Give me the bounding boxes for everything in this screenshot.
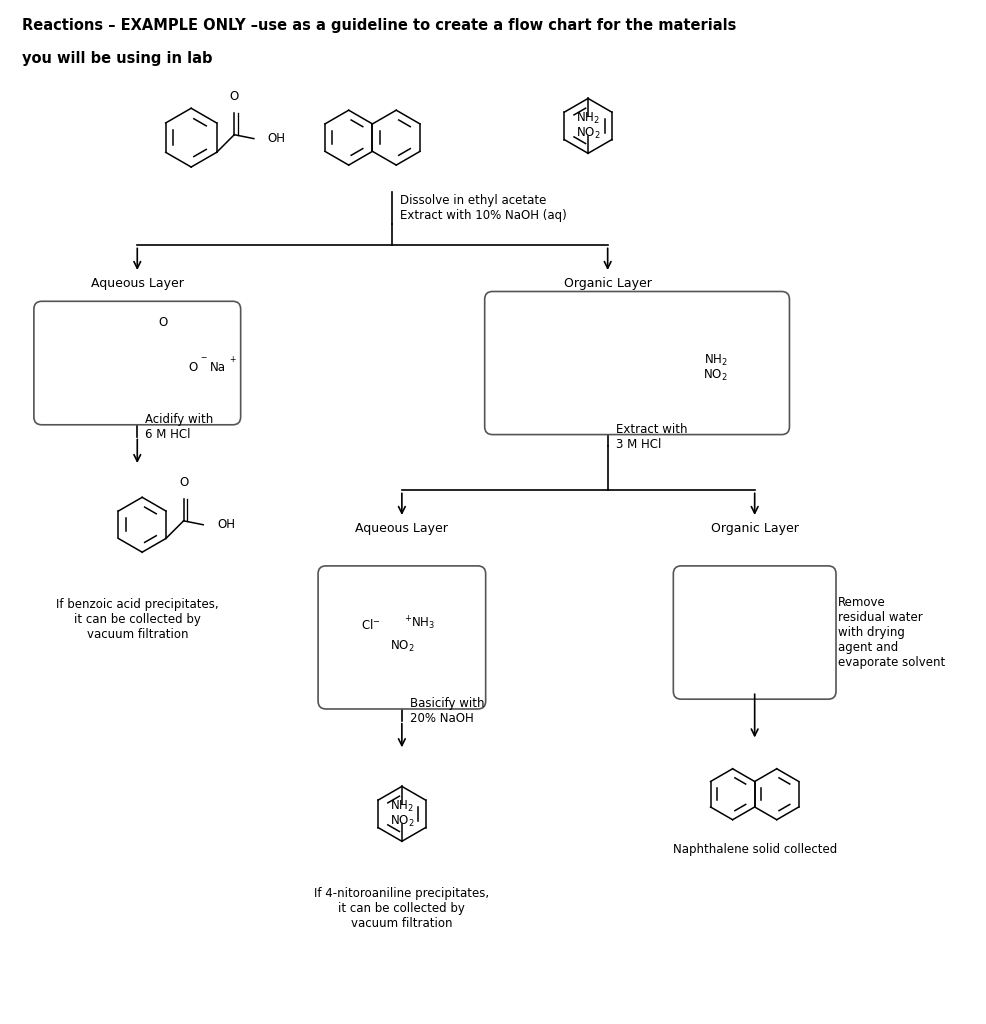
Text: O: O bbox=[178, 476, 188, 489]
FancyBboxPatch shape bbox=[484, 292, 789, 434]
Text: O: O bbox=[230, 90, 239, 103]
Text: NO$_2$: NO$_2$ bbox=[389, 639, 414, 654]
FancyBboxPatch shape bbox=[317, 566, 485, 709]
Text: Organic Layer: Organic Layer bbox=[710, 522, 798, 535]
Text: Aqueous Layer: Aqueous Layer bbox=[91, 276, 183, 290]
Text: $^{+}$NH$_3$: $^{+}$NH$_3$ bbox=[403, 614, 435, 632]
Text: NO$_2$: NO$_2$ bbox=[389, 814, 414, 829]
Text: If 4-nitoroaniline precipitates,
it can be collected by
vacuum filtration: If 4-nitoroaniline precipitates, it can … bbox=[314, 888, 489, 931]
Text: If benzoic acid precipitates,
it can be collected by
vacuum filtration: If benzoic acid precipitates, it can be … bbox=[56, 598, 218, 641]
Text: Reactions – EXAMPLE ONLY –use as a guideline to create a flow chart for the mate: Reactions – EXAMPLE ONLY –use as a guide… bbox=[22, 18, 736, 33]
Text: Naphthalene solid collected: Naphthalene solid collected bbox=[671, 843, 836, 856]
Text: NH$_2$: NH$_2$ bbox=[389, 799, 413, 814]
Text: NH$_2$: NH$_2$ bbox=[703, 353, 727, 368]
Text: Basicify with
20% NaOH: Basicify with 20% NaOH bbox=[409, 697, 484, 725]
Text: Dissolve in ethyl acetate
Extract with 10% NaOH (aq): Dissolve in ethyl acetate Extract with 1… bbox=[399, 195, 566, 222]
Text: $^{-}$: $^{-}$ bbox=[200, 355, 207, 366]
Text: you will be using in lab: you will be using in lab bbox=[22, 51, 212, 67]
Text: Cl$^{-}$: Cl$^{-}$ bbox=[360, 617, 380, 632]
Text: Organic Layer: Organic Layer bbox=[563, 276, 651, 290]
Text: Aqueous Layer: Aqueous Layer bbox=[355, 522, 448, 535]
Text: Extract with
3 M HCl: Extract with 3 M HCl bbox=[615, 423, 686, 451]
Text: OH: OH bbox=[267, 132, 285, 145]
Text: Remove
residual water
with drying
agent and
evaporate solvent: Remove residual water with drying agent … bbox=[837, 596, 945, 669]
Text: Acidify with
6 M HCl: Acidify with 6 M HCl bbox=[145, 413, 213, 440]
Text: Na: Na bbox=[210, 361, 226, 375]
Text: NH$_2$: NH$_2$ bbox=[576, 111, 599, 126]
Text: O: O bbox=[158, 315, 168, 329]
Text: O: O bbox=[188, 361, 197, 375]
Text: $^{+}$: $^{+}$ bbox=[229, 355, 237, 366]
Text: OH: OH bbox=[217, 518, 235, 531]
Text: NO$_2$: NO$_2$ bbox=[575, 126, 599, 141]
FancyBboxPatch shape bbox=[34, 301, 241, 425]
Text: NO$_2$: NO$_2$ bbox=[702, 368, 727, 383]
FancyBboxPatch shape bbox=[672, 566, 835, 699]
